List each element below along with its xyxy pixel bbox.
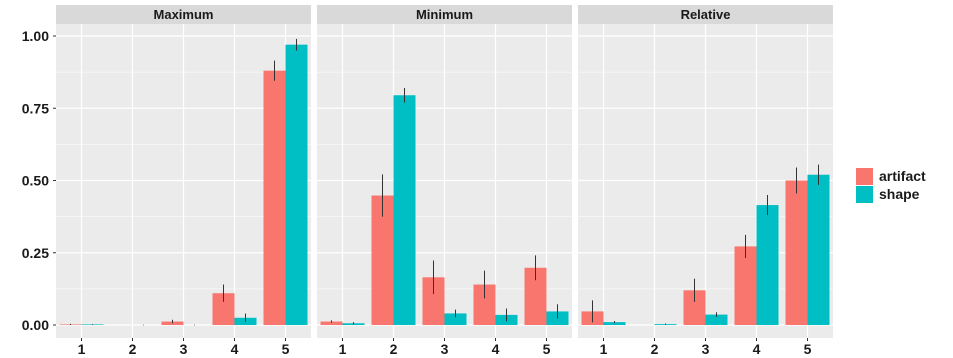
x-tick-label: 1 [78, 341, 86, 357]
bar-shape [807, 174, 830, 325]
x-tick-label: 3 [441, 341, 449, 357]
facet-panel-relative: Relative 1 2 3 4 5 [578, 5, 833, 357]
facet-strip-label: Minimum [416, 7, 473, 22]
facet-strip-label: Relative [681, 7, 731, 22]
x-tick-label: 4 [492, 341, 500, 357]
x-tick-label: 4 [231, 341, 239, 357]
x-tick-label: 2 [390, 341, 398, 357]
bar-artifact [785, 180, 808, 325]
y-tick-label: 0.00 [22, 317, 49, 333]
x-tick-label: 5 [804, 341, 812, 357]
x-tick-label: 4 [753, 341, 761, 357]
x-tick-label: 2 [651, 341, 659, 357]
bar-artifact [263, 70, 286, 326]
y-axis: 0.00 0.25 0.50 0.75 1.00 [22, 28, 56, 333]
x-tick-label: 1 [600, 341, 608, 357]
facet-strip [317, 5, 572, 24]
bar-artifact [422, 277, 445, 325]
x-tick-label: 2 [129, 341, 137, 357]
y-tick-label: 0.50 [22, 173, 49, 189]
bar-artifact [212, 293, 235, 325]
legend-label: artifact [879, 168, 926, 184]
bar-artifact [473, 284, 496, 325]
bar-artifact [524, 267, 547, 325]
legend-key-shape [856, 186, 873, 203]
bar-artifact [683, 290, 706, 325]
bar-artifact [320, 321, 343, 325]
bar-shape [603, 322, 626, 325]
bar-artifact [734, 246, 757, 325]
bar-shape [705, 314, 728, 325]
bar-shape [444, 313, 467, 325]
x-tick-label: 3 [702, 341, 710, 357]
legend-label: shape [879, 186, 920, 202]
y-tick-label: 0.25 [22, 245, 49, 261]
facet-panel-maximum: Maximum 1 2 3 4 5 [56, 5, 311, 357]
y-tick-label: 0.75 [22, 100, 49, 116]
bar-shape [756, 205, 779, 325]
x-tick-label: 3 [180, 341, 188, 357]
bar-artifact [371, 195, 394, 325]
x-tick-label: 1 [339, 341, 347, 357]
facet-panel-minimum: Minimum 1 2 3 4 5 [317, 5, 572, 357]
x-tick-label: 5 [543, 341, 551, 357]
facet-strip [56, 5, 311, 24]
bar-shape [285, 44, 308, 326]
facet-panels: Maximum 1 2 3 4 5 Minimum 1 2 3 4 5 Relative 1 2 3 4 5 [56, 5, 833, 357]
y-tick-label: 1.00 [22, 28, 49, 44]
facet-strip [578, 5, 833, 24]
facet-strip-label: Maximum [154, 7, 214, 22]
bar-shape [393, 95, 416, 326]
legend-key-artifact [856, 168, 873, 185]
legend: artifact shape [856, 168, 926, 203]
x-tick-label: 5 [282, 341, 290, 357]
